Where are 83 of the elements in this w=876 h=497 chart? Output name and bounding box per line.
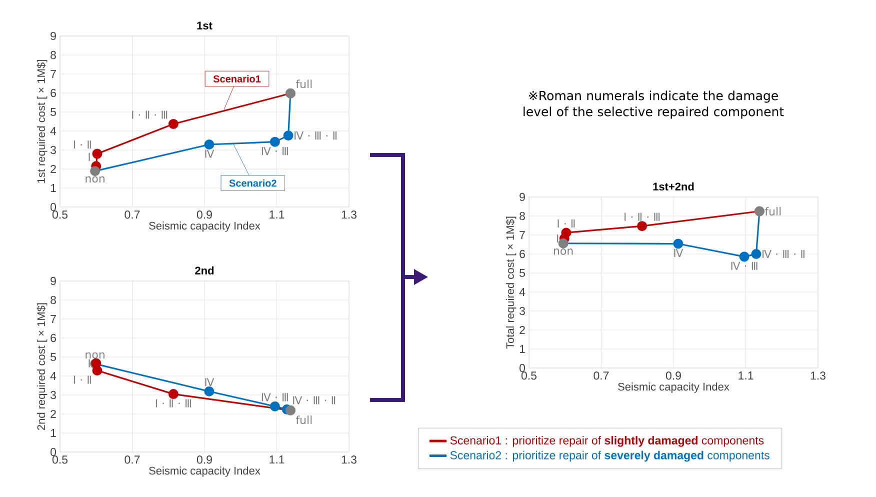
y-tick-label: 3 [50,146,56,154]
annotation: Ⅳ · Ⅲ · Ⅱ [762,250,804,258]
y-tick-label: 9 [520,192,525,202]
x-tick-label: 0.5 [52,456,68,464]
y-tick-label: 0 [520,364,526,372]
text: ※Roman numerals indicate the damage level of the selective repaired component [524,90,784,119]
y-tick-label: 8 [50,50,56,60]
y-tick-label: 2 [50,410,56,418]
annotation: Ⅰ · Ⅱ · Ⅲ [156,399,191,408]
annotation: non [554,248,573,255]
annotation: Ⅳ [674,248,684,257]
x-axis-title: Seismic capacity Index [149,466,260,477]
y-tick-label: 0 [50,448,56,456]
annotation: Ⅳ · Ⅲ [262,147,288,156]
annotation: non [86,352,104,359]
y-axis-title: 2nd required cost [ × 1M$] [36,303,48,430]
y-tick-label: 7 [50,315,56,323]
y-tick-label: 0 [50,202,56,212]
x-axis-title: Seismic capacity Index [618,382,730,393]
text: Scenario2 [229,179,276,187]
annotation: Ⅳ [205,378,214,386]
y-tick-label: 6 [50,88,56,98]
x-tick-label: 1.1 [738,372,754,380]
y-tick-label: 8 [520,212,525,220]
annotation: Ⅰ · Ⅱ · Ⅲ [132,110,168,119]
annotation: Ⅰ · Ⅱ [74,140,91,149]
y-tick-label: 7 [50,70,56,78]
y-tick-label: 1 [520,345,525,353]
y-axis-title: Total required cost [ × 1M$] [506,216,516,349]
series-label: Scenario1 [213,75,261,82]
y-tick-label: 2 [520,326,525,334]
y-tick-label: 1 [50,429,56,437]
y-tick-label: 5 [50,108,56,116]
annotation: Ⅳ · Ⅲ [731,262,758,270]
annotation: Ⅰ [557,234,558,242]
legend-label: Scenario2 : prioritize repair of severely damaged components [450,450,770,462]
y-tick-label: 3 [50,390,56,400]
annotation: non [86,176,104,183]
x-tick-label: 1.1 [270,456,284,464]
x-tick-label: 1.3 [810,372,826,380]
y-tick-label: 5 [520,268,525,278]
x-tick-label: 0.7 [124,210,140,219]
annotation: Ⅰ · Ⅱ [74,376,91,384]
y-tick-label: 2 [50,164,56,174]
annotation: full [764,207,781,216]
x-tick-label: 0.9 [196,456,212,464]
annotation: Ⅳ · Ⅲ [262,393,288,402]
y-tick-label: 4 [50,127,56,135]
annotation: Ⅰ · Ⅱ · Ⅲ [624,212,660,221]
annotation: full [296,416,312,424]
y-tick-label: 6 [50,334,56,342]
x-tick-label: 0.5 [521,372,537,380]
y-tick-label: 9 [50,276,56,286]
annotation: Ⅳ · Ⅲ · Ⅱ [293,396,336,404]
x-tick-label: 0.5 [52,210,68,219]
y-axis-title: 1st required cost [ × 1M$] [36,60,48,183]
x-axis-title: Seismic capacity Index [149,222,260,232]
y-tick-label: 4 [50,372,56,380]
chart-title: 1st [197,22,212,30]
y-tick-label: 9 [50,32,56,40]
annotation: Ⅰ [88,359,90,368]
y-tick-label: 3 [520,306,525,316]
y-tick-label: 5 [50,352,56,362]
legend-label: Scenario1 : prioritize repair of slightly damaged components [450,436,764,447]
x-tick-label: 0.9 [666,372,681,380]
y-tick-label: 7 [520,231,525,239]
x-tick-label: 0.9 [196,210,212,219]
x-tick-label: 0.7 [124,456,140,464]
annotation: Ⅰ · Ⅱ [558,220,575,228]
chart-title: 1st+2nd [653,182,694,190]
x-tick-label: 1.3 [342,210,356,219]
y-tick-label: 1 [50,184,56,192]
x-tick-label: 0.7 [594,372,609,380]
y-tick-label: 4 [519,288,526,296]
chart-title: 2nd [195,266,214,274]
x-tick-label: 1.1 [270,210,284,218]
annotation: Ⅳ · Ⅲ · Ⅱ [294,132,337,140]
y-tick-label: 6 [520,250,525,258]
y-tick-label: 8 [50,296,56,304]
annotation: Ⅳ [205,150,214,158]
x-tick-label: 1.3 [342,456,356,464]
annotation: full [296,80,312,88]
annotation: Ⅰ [88,152,90,161]
